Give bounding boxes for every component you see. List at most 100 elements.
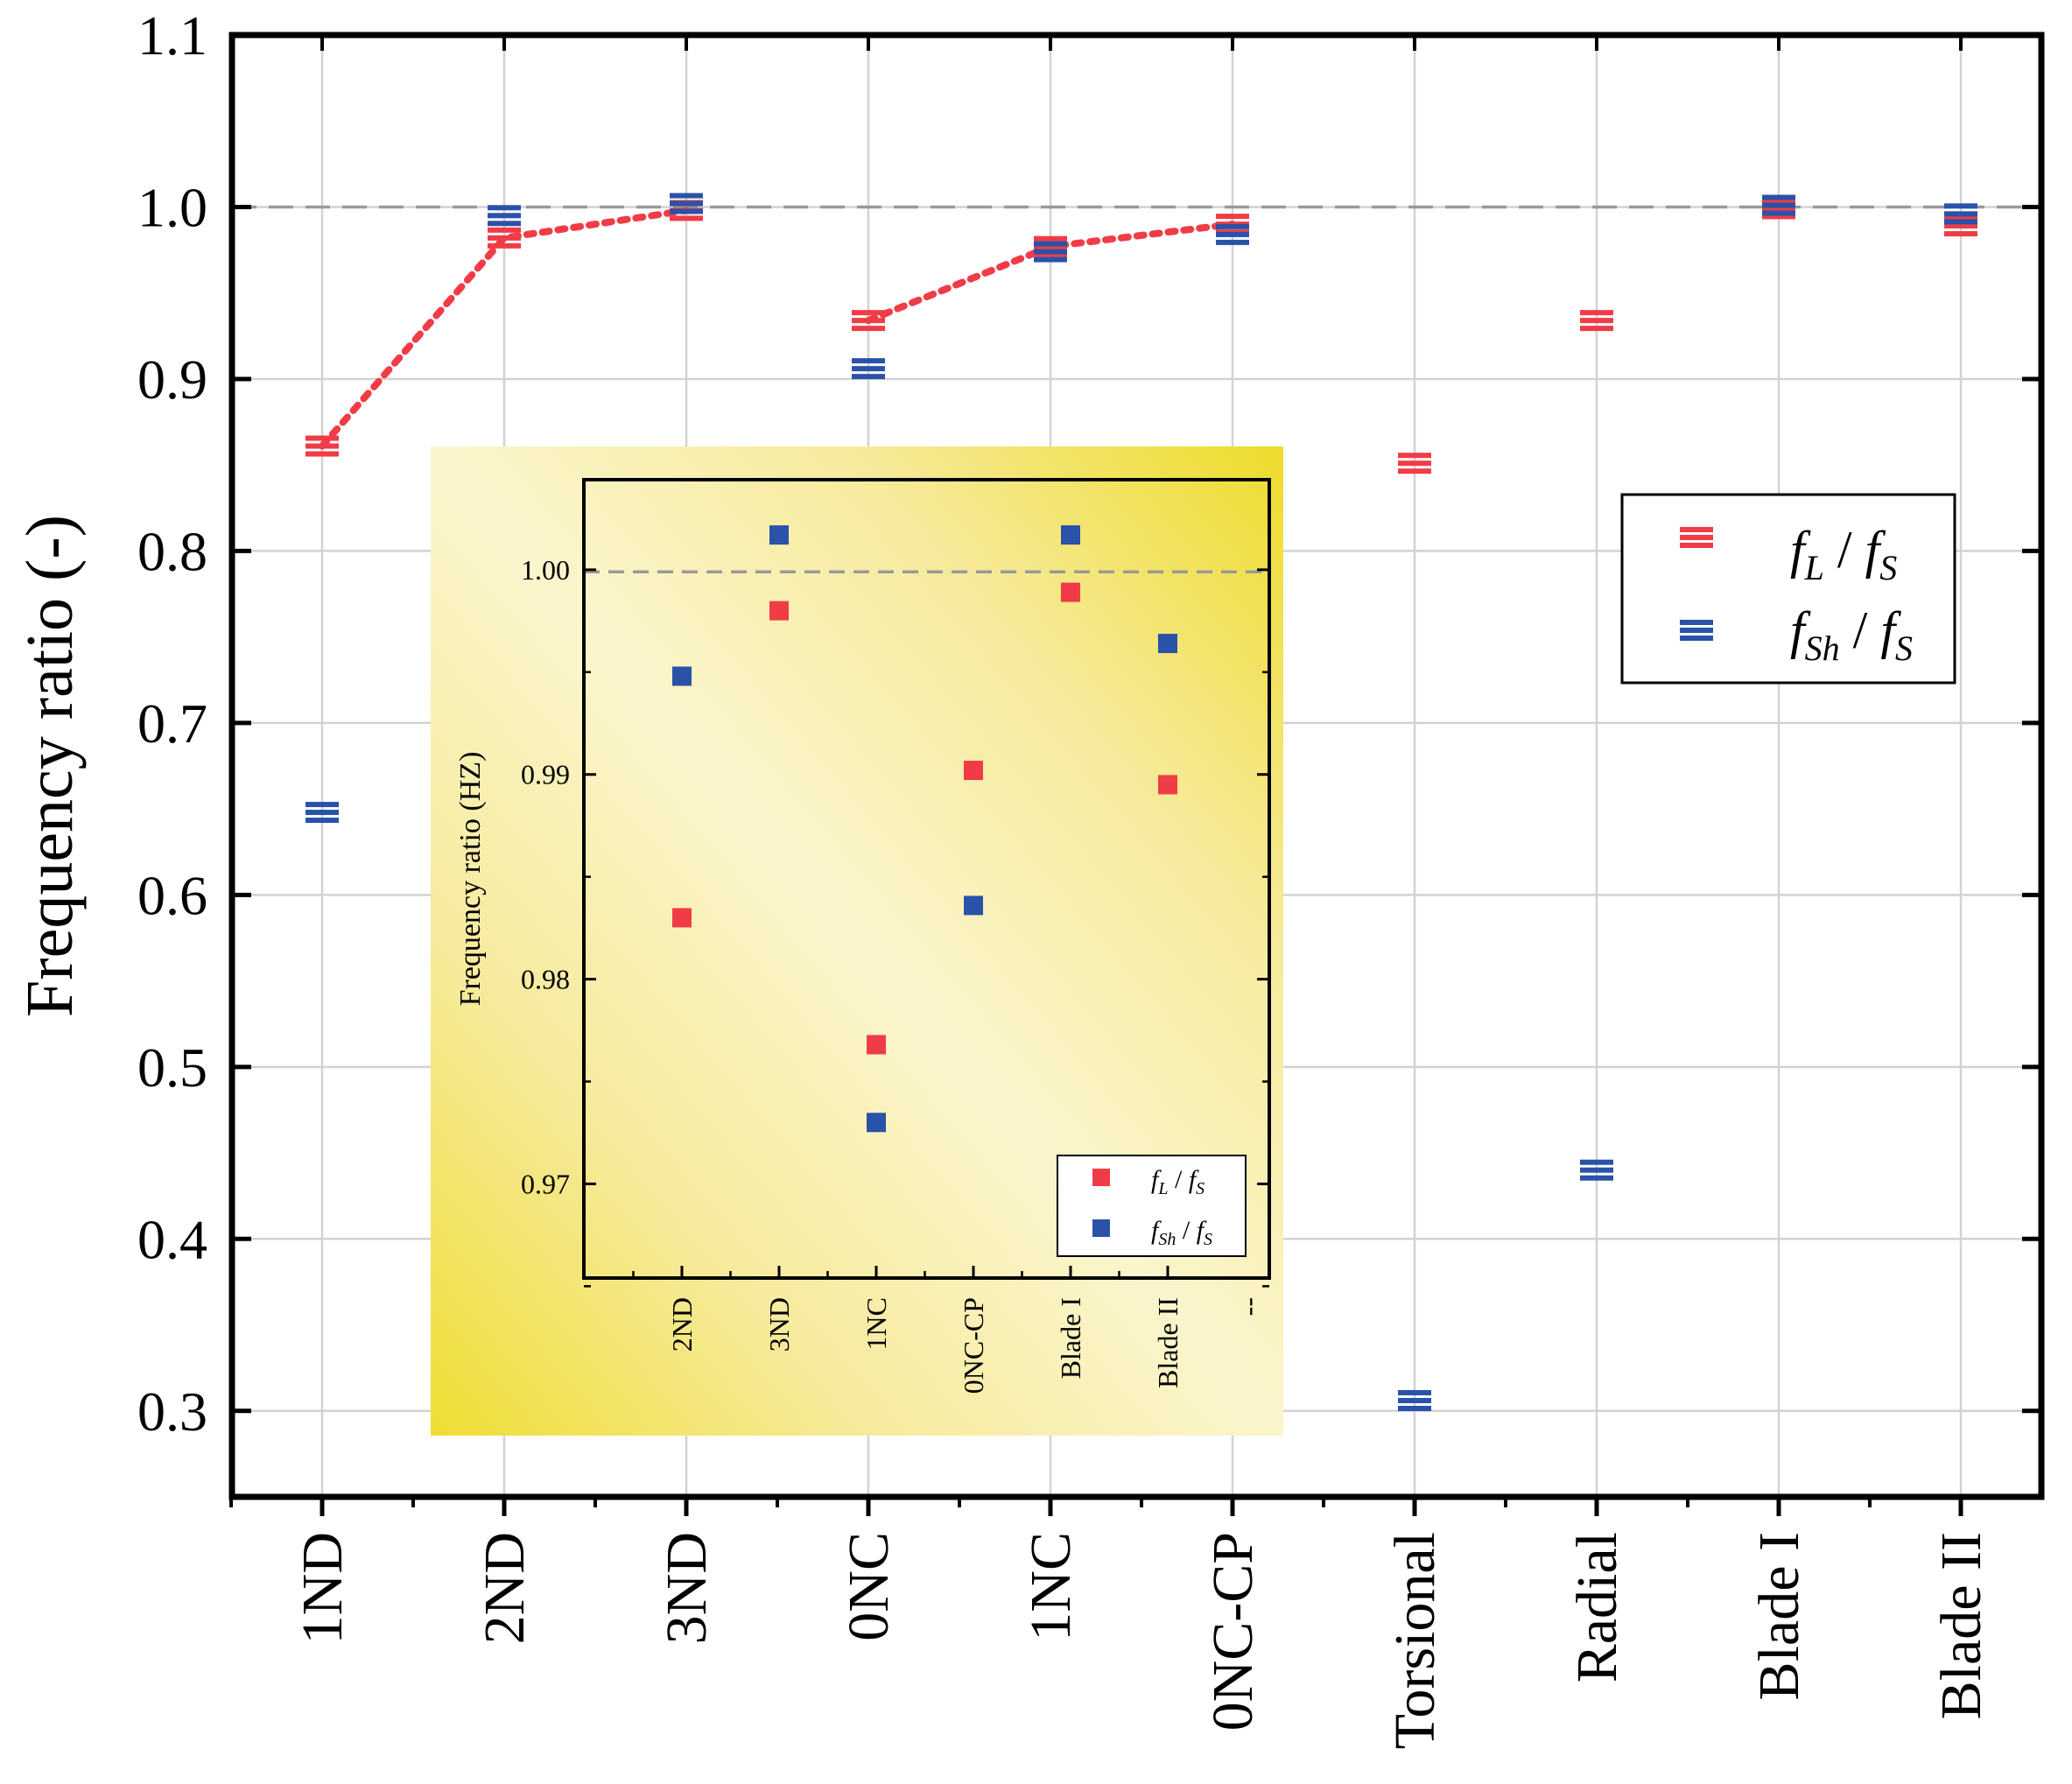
marker-stripe — [306, 810, 339, 816]
main-y-axis: 0.3 0.4 0.5 0.6 0.7 0.8 0.9 1.0 1.1 — [137, 4, 2041, 1443]
x-tick-label: Radial — [1565, 1532, 1629, 1682]
legend-sub: L — [1804, 548, 1824, 587]
marker-stripe — [670, 208, 703, 214]
point-f-sh-f-s-2nd — [488, 205, 521, 227]
marker-stripe — [488, 235, 521, 241]
legend-slash: / — [1176, 1216, 1196, 1245]
legend-sub2: S — [1879, 548, 1897, 587]
legend-symbol-fsh-fs — [1680, 620, 1713, 641]
marker-stripe — [1944, 231, 1977, 237]
main-legend: fL / fS fSh / fS — [1620, 493, 1956, 685]
point-f-sh-f-s-3nd — [670, 193, 703, 214]
point-f-l-f-s-blade-i — [1762, 198, 1795, 220]
marker-stripe — [488, 205, 521, 211]
inset-point-f-sh-f-s-blade-ii — [1158, 634, 1177, 654]
point-f-l-f-s-1nd — [306, 435, 339, 457]
marker-stripe — [1680, 628, 1713, 633]
marker-stripe — [1580, 1159, 1613, 1165]
y-tick-label: 1.1 — [137, 4, 207, 67]
y-tick-label: 0.6 — [137, 864, 207, 926]
x-tick-label: Torsional — [1383, 1532, 1447, 1749]
inset-point-f-l-f-s-2nd — [672, 908, 692, 928]
marker-stripe — [852, 358, 885, 364]
marker-stripe — [1034, 251, 1067, 257]
marker-stripe — [670, 215, 703, 221]
legend-sub: Sh — [1805, 629, 1840, 668]
y-tick-label: 0.8 — [137, 520, 207, 582]
marker-stripe — [852, 318, 885, 324]
marker-stripe — [1762, 206, 1795, 212]
marker-stripe — [1680, 620, 1713, 625]
marker-stripe — [852, 326, 885, 332]
marker-stripe — [1034, 243, 1067, 249]
inset-legend: fL / fS fSh / fS — [1057, 1155, 1247, 1257]
inset-point-f-sh-f-s-1nc — [867, 1113, 886, 1133]
y-tick-label: 0.4 — [137, 1208, 207, 1270]
inset-x-tick-label: 1NC — [860, 1297, 892, 1350]
legend-label-fsh-fs: fSh / fS — [1790, 601, 1913, 668]
point-f-l-f-s-0nc — [852, 310, 885, 332]
point-f-l-f-s-1nc — [1034, 235, 1067, 257]
marker-stripe — [1580, 1167, 1613, 1173]
y-tick-label: 0.7 — [137, 692, 207, 755]
marker-stripe — [1398, 460, 1431, 467]
marker-stripe — [1944, 219, 1977, 225]
marker-stripe — [1580, 310, 1613, 316]
inset-y-axis-label: Frequency ratio (HZ) — [454, 752, 487, 1007]
marker-stripe — [1034, 256, 1067, 263]
legend-marker — [1680, 620, 1713, 641]
marker-stripe — [1398, 1405, 1431, 1411]
inset-x-tick-label: Blade I — [1055, 1297, 1086, 1379]
y-tick-label: 0.3 — [137, 1380, 207, 1443]
inset-legend-symbol-fsh-fs — [1092, 1219, 1110, 1237]
legend-sub2: S — [1895, 629, 1913, 668]
marker-stripe — [670, 193, 703, 199]
marker-stripe — [1762, 214, 1795, 220]
marker-stripe — [1034, 235, 1067, 242]
marker-stripe — [1680, 527, 1713, 532]
marker-stripe — [1398, 453, 1431, 459]
inset-axes-frame — [582, 478, 1271, 1280]
marker-stripe — [1680, 543, 1713, 548]
y-tick-label: 0.9 — [137, 348, 207, 411]
inset-point-f-l-f-s-blade-ii — [1158, 775, 1177, 795]
inset-point-f-l-f-s-3nd — [769, 601, 789, 621]
marker-stripe — [1680, 636, 1713, 641]
main-y-axis-label: Frequency ratio (-) — [13, 515, 87, 1017]
inset-background — [431, 446, 1283, 1436]
x-tick-label: 0NC-CP — [1201, 1532, 1265, 1731]
legend-sub: Sh — [1158, 1230, 1176, 1249]
marker-stripe — [1944, 223, 1977, 229]
marker-stripe — [1762, 210, 1795, 216]
point-f-sh-f-s-blade-ii — [1944, 203, 1977, 225]
x-tick-label: Blade II — [1929, 1532, 1993, 1719]
main-axes-frame — [228, 32, 2045, 1500]
marker-stripe — [852, 310, 885, 316]
x-tick-label: 0NC — [837, 1532, 901, 1641]
marker-stripe — [1216, 214, 1249, 220]
marker-stripe — [1216, 223, 1249, 229]
marker-stripe — [1580, 326, 1613, 332]
inset-x-tick-label-extra: -- — [1233, 1297, 1264, 1316]
inset-y-axis: 0.97 0.98 0.99 1.00 — [521, 554, 1269, 1288]
point-f-l-f-s-radial — [1580, 310, 1613, 332]
main-trend-lines — [319, 207, 1236, 450]
marker-stripe — [488, 213, 521, 219]
marker-stripe — [1944, 215, 1977, 221]
marker-stripe — [1216, 239, 1249, 245]
inset-x-axis: 2ND 3ND 1NC 0NC-CP Blade I Blade II -- — [632, 1266, 1264, 1394]
x-tick-label: 2ND — [473, 1532, 537, 1644]
marker-stripe — [488, 221, 521, 227]
point-f-sh-f-s-blade-i — [1762, 194, 1795, 216]
marker-stripe — [1580, 1175, 1613, 1181]
point-f-l-f-s-blade-ii — [1944, 215, 1977, 237]
marker-stripe — [1216, 231, 1249, 237]
marker-stripe — [852, 374, 885, 380]
y-tick-label: 1.0 — [137, 176, 207, 238]
inset-point-f-sh-f-s-3nd — [769, 525, 789, 545]
inset-point-f-l-f-s-0nc-cp — [964, 761, 983, 781]
legend-label-fl-fs: fL / fS — [1790, 521, 1897, 587]
inset-point-f-l-f-s-1nc — [867, 1035, 886, 1055]
marker-stripe — [306, 443, 339, 449]
